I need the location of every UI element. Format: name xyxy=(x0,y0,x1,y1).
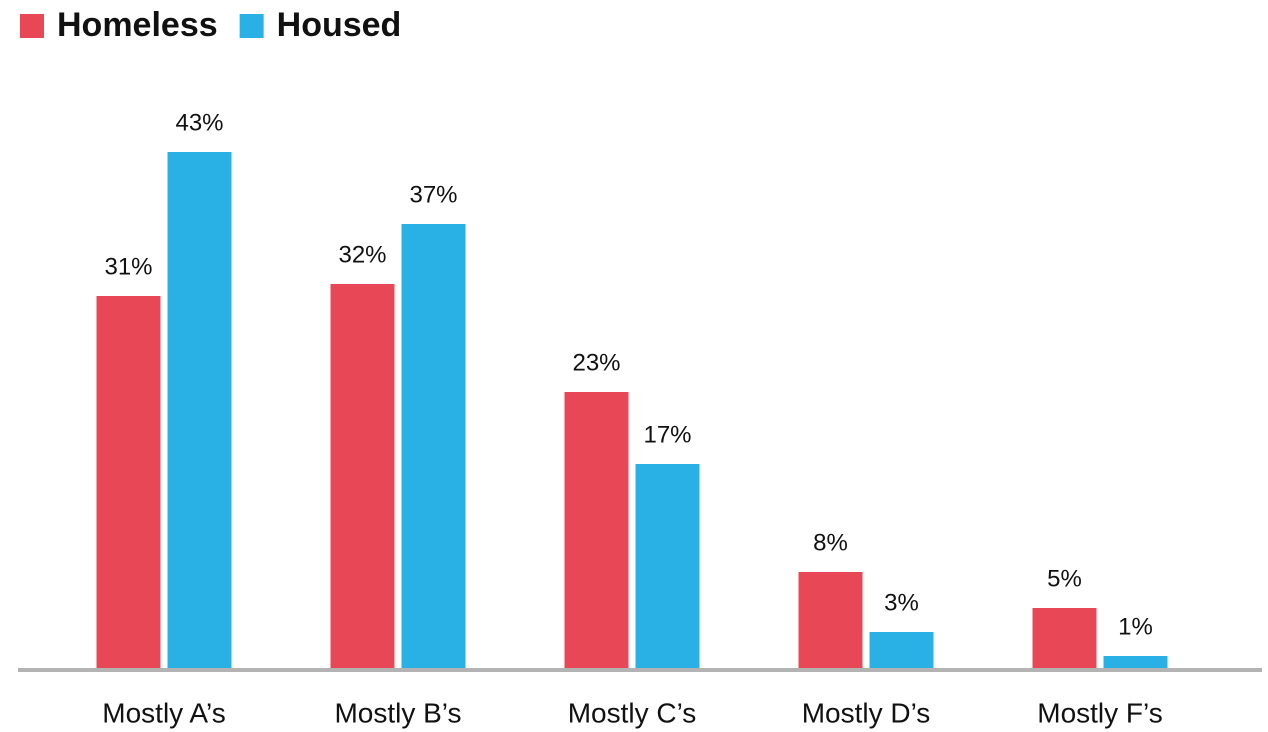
data-label: 3% xyxy=(884,589,919,616)
bar xyxy=(635,464,700,668)
data-label: 17% xyxy=(643,421,691,448)
data-label: 8% xyxy=(813,529,848,556)
legend-label: Homeless xyxy=(57,6,218,44)
bar xyxy=(869,632,934,668)
x-tick-label: Mostly C’s xyxy=(568,697,697,728)
bar xyxy=(564,392,629,668)
x-tick-label: Mostly A’s xyxy=(102,697,225,728)
bar xyxy=(167,152,232,668)
bar xyxy=(1103,656,1168,668)
data-label: 5% xyxy=(1047,565,1082,592)
data-label: 32% xyxy=(338,241,386,268)
data-label: 37% xyxy=(409,181,457,208)
data-label: 31% xyxy=(104,253,152,280)
data-label: 23% xyxy=(572,349,620,376)
x-tick-label: Mostly D’s xyxy=(802,697,931,728)
legend-swatch xyxy=(20,14,44,38)
bar xyxy=(330,284,395,668)
legend-label: Housed xyxy=(277,6,402,44)
data-label: 43% xyxy=(175,109,223,136)
bar xyxy=(1032,608,1097,668)
bar xyxy=(401,224,466,668)
bar xyxy=(798,572,863,668)
x-tick-label: Mostly B’s xyxy=(334,697,461,728)
legend-swatch xyxy=(239,14,264,38)
data-label: 1% xyxy=(1118,613,1153,640)
bar xyxy=(96,296,161,668)
x-tick-label: Mostly F’s xyxy=(1037,697,1163,728)
